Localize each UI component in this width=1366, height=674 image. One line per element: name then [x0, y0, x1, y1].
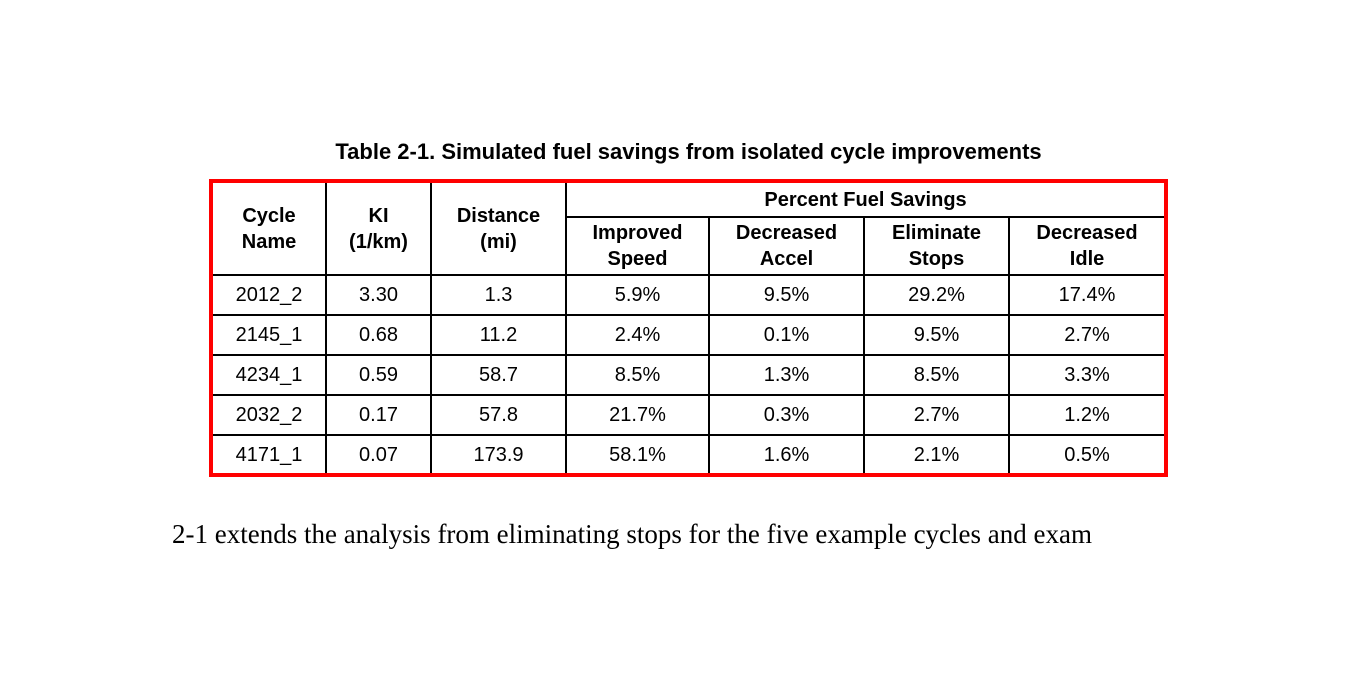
cell-cycle-name: 4234_1: [210, 354, 327, 396]
table-row: 2145_1 0.68 11.2 2.4% 0.1% 9.5% 2.7%: [210, 314, 1168, 356]
table-row: 2012_2 3.30 1.3 5.9% 9.5% 29.2% 17.4%: [210, 274, 1168, 316]
cell-eliminate-stops: 29.2%: [863, 274, 1010, 316]
cell-decreased-accel: 9.5%: [708, 274, 865, 316]
cell-cycle-name: 2012_2: [210, 274, 327, 316]
sub-header-row: Improved Speed Decreased Accel Eliminate…: [211, 216, 1168, 276]
cell-decreased-idle: 0.5%: [1007, 434, 1168, 476]
cell-improved-speed: 8.5%: [565, 354, 710, 396]
cell-distance: 11.2: [430, 314, 567, 356]
cell-cycle-name: 2032_2: [210, 394, 327, 436]
cell-ki: 0.07: [325, 434, 432, 476]
cell-ki: 3.30: [325, 274, 432, 316]
cell-improved-speed: 2.4%: [565, 314, 710, 356]
cell-eliminate-stops: 2.1%: [863, 434, 1010, 476]
cell-distance: 58.7: [430, 354, 567, 396]
cell-eliminate-stops: 8.5%: [863, 354, 1010, 396]
cell-improved-speed: 58.1%: [565, 434, 710, 476]
table-header: Cycle Name KI (1/km) Distance (mi) Perce…: [210, 180, 1168, 276]
cell-decreased-accel: 0.1%: [708, 314, 865, 356]
cell-decreased-idle: 3.3%: [1007, 354, 1168, 396]
fuel-savings-table: Cycle Name KI (1/km) Distance (mi) Perce…: [209, 179, 1169, 477]
cell-decreased-idle: 2.7%: [1007, 314, 1168, 356]
header-decreased-accel: Decreased Accel: [708, 216, 865, 276]
body-text-fragment: 2-1 extends the analysis from eliminatin…: [172, 519, 1092, 549]
table-body: 2012_2 3.30 1.3 5.9% 9.5% 29.2% 17.4% 21…: [210, 274, 1168, 476]
header-distance: Distance (mi): [430, 180, 567, 276]
header-ki: KI (1/km): [325, 180, 432, 276]
table-container: Cycle Name KI (1/km) Distance (mi) Perce…: [209, 179, 1169, 477]
cell-ki: 0.59: [325, 354, 432, 396]
cell-ki: 0.17: [325, 394, 432, 436]
cell-distance: 57.8: [430, 394, 567, 436]
header-eliminate-stops: Eliminate Stops: [863, 216, 1010, 276]
group-header-row: Cycle Name KI (1/km) Distance (mi) Perce…: [210, 180, 1168, 276]
cell-ki: 0.68: [325, 314, 432, 356]
cell-decreased-accel: 1.6%: [708, 434, 865, 476]
header-decreased-idle: Decreased Idle: [1007, 216, 1168, 276]
cell-eliminate-stops: 2.7%: [863, 394, 1010, 436]
table-row: 2032_2 0.17 57.8 21.7% 0.3% 2.7% 1.2%: [210, 394, 1168, 436]
cell-improved-speed: 5.9%: [565, 274, 710, 316]
table-row: 4234_1 0.59 58.7 8.5% 1.3% 8.5% 3.3%: [210, 354, 1168, 396]
header-cycle-name: Cycle Name: [210, 180, 327, 276]
table-caption: Table 2-1. Simulated fuel savings from i…: [335, 139, 1042, 164]
cell-improved-speed: 21.7%: [565, 394, 710, 436]
cell-distance: 173.9: [430, 434, 567, 476]
cell-cycle-name: 4171_1: [210, 434, 327, 476]
header-percent-fuel-savings: Percent Fuel Savings: [564, 180, 1168, 218]
cell-decreased-accel: 0.3%: [708, 394, 865, 436]
cell-decreased-idle: 1.2%: [1007, 394, 1168, 436]
cell-eliminate-stops: 9.5%: [863, 314, 1010, 356]
header-improved-speed: Improved Speed: [565, 216, 710, 276]
table-row: 4171_1 0.07 173.9 58.1% 1.6% 2.1% 0.5%: [210, 434, 1168, 476]
cell-decreased-idle: 17.4%: [1007, 274, 1168, 316]
cell-distance: 1.3: [430, 274, 567, 316]
cell-decreased-accel: 1.3%: [708, 354, 865, 396]
cell-cycle-name: 2145_1: [210, 314, 327, 356]
